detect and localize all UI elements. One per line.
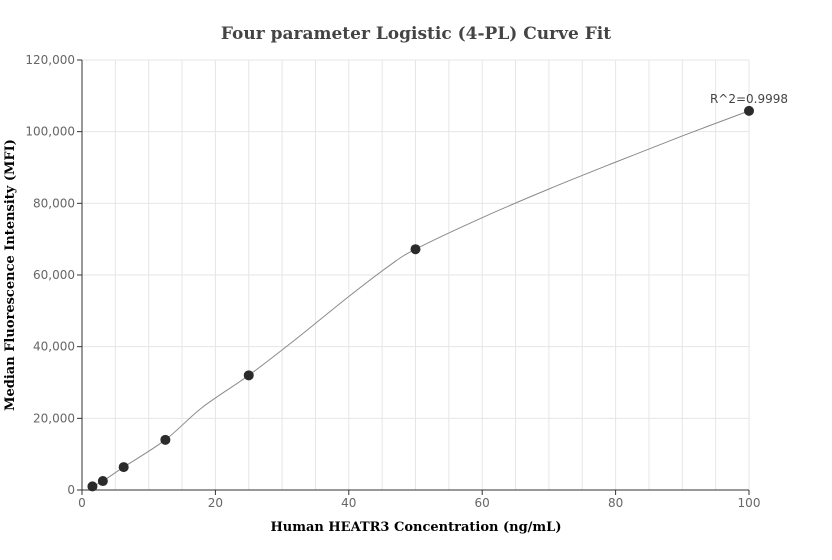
data-point[interactable] (97, 476, 108, 487)
data-point[interactable] (744, 105, 754, 116)
data-point[interactable] (87, 481, 98, 492)
r-squared-annotation: R^2=0.9998 (710, 92, 788, 106)
x-tick-label: 80 (608, 496, 623, 510)
y-tick-label: 40,000 (33, 340, 75, 354)
y-tick-label: 80,000 (33, 196, 75, 210)
x-axis-label: Human HEATR3 Concentration (ng/mL) (271, 520, 562, 535)
x-tick-label: 40 (341, 496, 356, 510)
data-points (87, 105, 754, 492)
y-tick-label: 20,000 (33, 411, 75, 425)
y-tick-label: 0 (67, 483, 75, 497)
chart-title: Four parameter Logistic (4-PL) Curve Fit (221, 24, 611, 44)
grid (82, 59, 750, 490)
fit-curve-layer (92, 110, 750, 487)
y-axis-label: Median Fluorescence Intensity (MFI) (3, 139, 18, 411)
tick-labels: 0 20 40 60 80 100 0 20,000 40,000 60,000 80,000 100… (25, 53, 760, 510)
data-point[interactable] (410, 244, 421, 255)
x-tick-label: 60 (475, 496, 490, 510)
y-tick-label: 120,000 (25, 53, 75, 67)
fit-curve (92, 110, 750, 487)
x-tick-label: 20 (208, 496, 223, 510)
x-tick-label: 100 (738, 496, 761, 510)
data-point[interactable] (243, 370, 254, 381)
data-point[interactable] (160, 434, 171, 445)
axes (77, 59, 750, 495)
x-tick-label: 0 (78, 496, 86, 510)
data-point[interactable] (118, 462, 129, 473)
y-tick-label: 60,000 (33, 268, 75, 282)
y-tick-label: 100,000 (25, 125, 75, 139)
